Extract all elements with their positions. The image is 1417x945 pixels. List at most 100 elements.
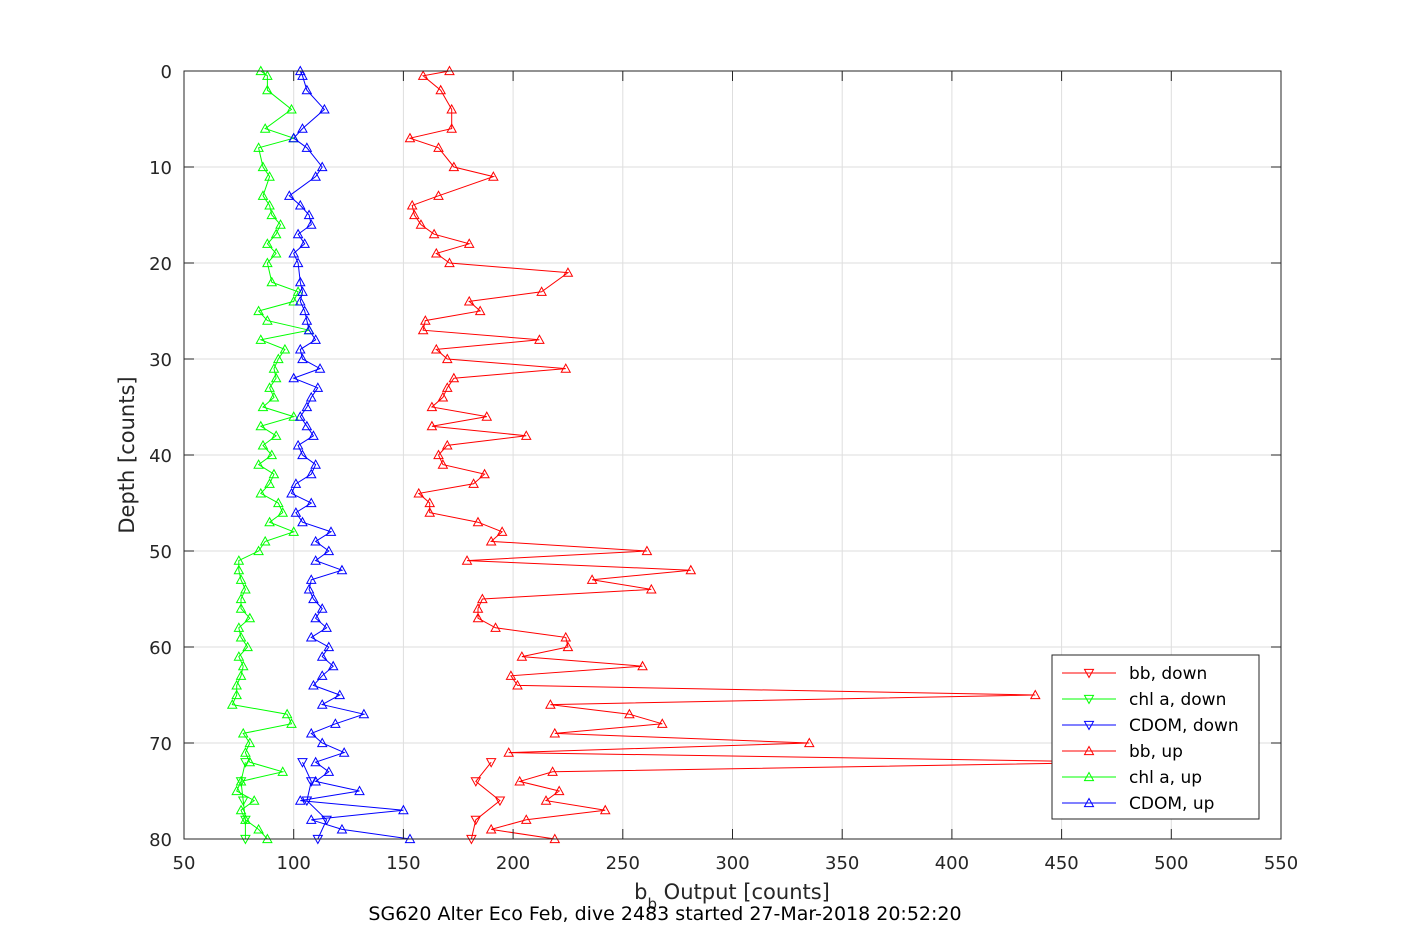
data-point [540, 795, 552, 805]
data-point [297, 758, 308, 768]
series-layer [226, 65, 1133, 845]
data-point [264, 199, 275, 210]
data-point [336, 564, 348, 575]
data-point [277, 766, 289, 776]
data-point [310, 612, 321, 623]
data-point [262, 238, 273, 248]
data-point [536, 286, 547, 296]
data-point [417, 70, 429, 80]
data-point [272, 497, 284, 508]
data-point [463, 295, 475, 306]
data-point [338, 747, 350, 757]
data-point [514, 775, 526, 786]
x-tick-label: 350 [825, 853, 859, 874]
data-point [448, 161, 460, 172]
data-point [472, 516, 484, 527]
data-point [292, 439, 304, 450]
data-point [294, 295, 306, 306]
data-point [441, 353, 453, 364]
data-point [316, 737, 328, 748]
data-point [288, 411, 300, 421]
data-point [268, 468, 280, 479]
data-point [316, 161, 328, 172]
data-point [231, 689, 243, 700]
data-point [259, 123, 271, 133]
data-point [270, 430, 282, 440]
data-point [264, 478, 275, 488]
data-point [288, 372, 300, 383]
data-point [305, 777, 317, 787]
data-point [253, 823, 264, 834]
data-point [275, 219, 286, 229]
data-point [323, 766, 335, 776]
series-3 [404, 65, 1133, 844]
data-point [624, 708, 635, 719]
data-point [1029, 689, 1041, 700]
data-point [494, 796, 506, 807]
data-point [253, 459, 264, 469]
data-point [308, 593, 319, 604]
data-point [316, 699, 328, 709]
data-point [470, 777, 482, 787]
data-point [305, 574, 317, 584]
legend-marker [1083, 771, 1095, 782]
legend-label: chl a, down [1129, 690, 1226, 710]
data-point [294, 411, 306, 421]
x-axis-label-sub: b [647, 895, 657, 913]
data-point [441, 382, 453, 392]
x-tick-label: 550 [1264, 853, 1298, 874]
data-point [488, 171, 499, 181]
legend-marker [1083, 720, 1095, 731]
data-point [305, 468, 317, 479]
data-point [430, 343, 442, 354]
x-axis-label-rest: Output [counts] [657, 880, 830, 904]
data-point [319, 103, 330, 114]
figure-subtitle: SG620 Alter Eco Feb, dive 2483 started 2… [368, 903, 962, 925]
data-point [286, 103, 297, 114]
series-line [302, 761, 328, 840]
legend-label: CDOM, down [1129, 716, 1239, 736]
data-point [599, 804, 611, 815]
data-point [283, 190, 295, 200]
data-point [641, 545, 653, 556]
data-point [424, 497, 436, 508]
data-point [303, 324, 315, 335]
legend-entry: bb, down [1062, 664, 1207, 684]
data-point [270, 228, 282, 239]
y-tick-label: 80 [149, 830, 172, 851]
data-point [301, 420, 313, 431]
data-point [441, 439, 453, 450]
y-tick-label: 70 [149, 734, 172, 755]
series-line [470, 761, 501, 840]
y-tick-label: 20 [149, 254, 172, 275]
data-point [516, 651, 528, 661]
data-point [553, 785, 565, 796]
legend-entry: chl a, down [1062, 690, 1226, 710]
data-point [496, 526, 508, 536]
data-point [257, 190, 269, 200]
data-point [288, 132, 300, 143]
legend-label: chl a, up [1129, 768, 1202, 788]
x-tick-label: 450 [1044, 853, 1078, 874]
y-tick-label: 10 [149, 158, 172, 179]
data-point [235, 603, 247, 613]
data-point [240, 583, 251, 594]
data-point [253, 142, 264, 152]
data-point [586, 574, 598, 584]
data-point [472, 603, 484, 613]
data-point [413, 487, 425, 498]
data-point [310, 334, 321, 344]
data-point [233, 651, 245, 661]
series-line [288, 70, 411, 840]
data-point [266, 209, 278, 220]
data-point [299, 238, 311, 248]
data-point [253, 305, 264, 316]
data-point [240, 814, 251, 824]
legend-marker [1083, 745, 1095, 756]
series-line [408, 70, 1128, 840]
data-point [479, 468, 490, 479]
data-point [305, 814, 317, 824]
data-point [297, 70, 308, 80]
data-point [240, 758, 251, 768]
